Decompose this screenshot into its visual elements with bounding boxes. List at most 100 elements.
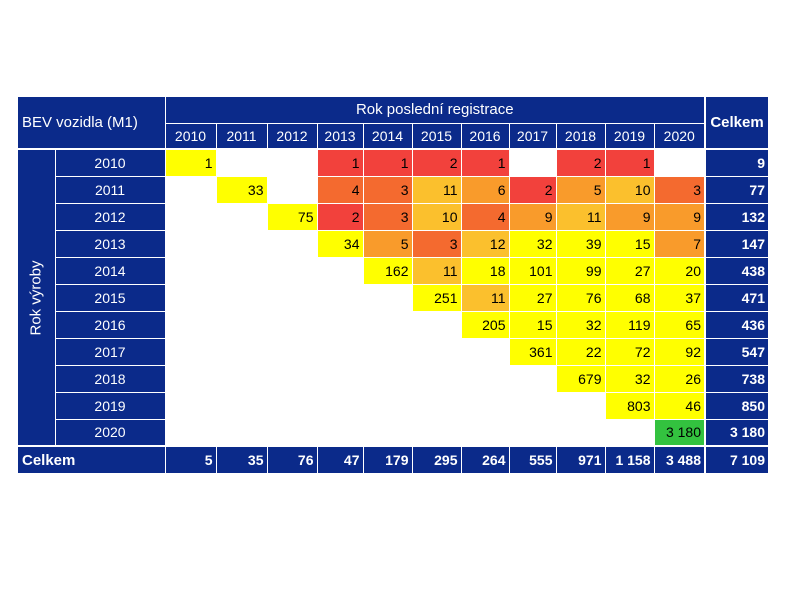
column-total-value: 5 [164,445,216,473]
row-total-value: 3 180 [704,419,768,447]
heatmap-cell: 72 [604,338,654,366]
heatmap-cell: 119 [604,311,654,339]
row-year-label: 2012 [55,203,165,231]
table-row: 2014 162 11 18 101 99 27 20 438 [18,257,768,285]
heatmap-cell: 27 [604,257,654,285]
column-total-value: 1 158 [604,445,654,473]
row-year-label: 2015 [55,284,165,312]
heatmap-cell-empty [316,284,363,312]
column-total-value: 47 [316,445,363,473]
heatmap-cell-empty [215,284,267,312]
heatmap-cell-empty [266,257,317,285]
column-totals-label: Celkem [18,445,165,473]
heatmap-cell: 20 [653,257,705,285]
heatmap-cell: 3 [411,230,461,258]
heatmap-cell-empty [508,149,556,177]
heatmap-cell-empty [215,338,267,366]
table-row: 2016 205 15 32 119 65 436 [18,311,768,339]
heatmap-cell-empty [215,149,267,177]
heatmap-cell: 1 [164,149,216,177]
heatmap-cell: 9 [508,203,556,231]
heatmap-cell: 15 [604,230,654,258]
column-total-value: 76 [266,445,317,473]
heatmap-cell-empty [555,419,605,447]
heatmap-cell-empty [508,392,556,420]
grand-total-value: 7 109 [704,445,768,473]
heatmap-cell: 3 [362,203,412,231]
heatmap-cell-empty [362,311,412,339]
row-total-value: 438 [704,257,768,285]
heatmap-cell-empty [411,392,461,420]
column-year-header: 2014 [362,123,412,150]
heatmap-cell: 39 [555,230,605,258]
column-totals-row: Celkem 5 35 76 47 179 295 264 555 971 1 158 3 488 7… [18,445,768,473]
heatmap-cell-empty [316,365,363,393]
heatmap-cell: 3 180 [653,419,705,447]
row-year-label: 2016 [55,311,165,339]
row-year-label: 2013 [55,230,165,258]
heatmap-cell-empty [508,419,556,447]
heatmap-cell: 679 [555,365,605,393]
heatmap-cell: 1 [604,149,654,177]
table-row: 2011 33 4 3 11 6 2 5 10 3 77 [18,176,768,204]
column-total-value: 971 [555,445,605,473]
table-row: 2019 803 46 850 [18,392,768,420]
column-year-header: 2017 [508,123,556,150]
heatmap-cell: 803 [604,392,654,420]
column-year-header: 2011 [215,123,267,150]
heatmap-cell-empty [362,338,412,366]
heatmap-cell: 2 [555,149,605,177]
heatmap-cell: 26 [653,365,705,393]
heatmap-cell-empty [266,365,317,393]
column-year-header: 2016 [460,123,509,150]
heatmap-cell: 75 [266,203,317,231]
heatmap-cell-empty [362,419,412,447]
heatmap-cell: 92 [653,338,705,366]
column-year-header: 2019 [604,123,654,150]
heatmap-cell: 2 [508,176,556,204]
heatmap-cell-empty [266,311,317,339]
table-row: 2013 34 5 3 12 32 39 15 7 147 [18,230,768,258]
heatmap-cell-empty [164,311,216,339]
heatmap-cell-empty [164,419,216,447]
table-row: 2012 75 2 3 10 4 9 11 9 9 132 [18,203,768,231]
column-year-header: 2010 [164,123,216,150]
heatmap-cell-empty [460,365,509,393]
row-total-value: 547 [704,338,768,366]
heatmap-cell-empty [362,284,412,312]
heatmap-cell: 10 [604,176,654,204]
column-total-value: 179 [362,445,412,473]
heatmap-cell: 32 [604,365,654,393]
heatmap-cell: 3 [653,176,705,204]
table-body: Rok výroby 2010 1 1 1 2 1 2 1 9 2011 33 4 3 11 6 2 5 10 3 77… [18,149,768,447]
table-row: 2020 3 180 3 180 [18,419,768,447]
registration-heatmap-table: BEV vozidla (M1) Rok poslední registrace… [18,97,768,473]
heatmap-cell-empty [164,284,216,312]
heatmap-cell-empty [164,365,216,393]
heatmap-cell: 11 [460,284,509,312]
heatmap-cell: 10 [411,203,461,231]
heatmap-cell: 12 [460,230,509,258]
heatmap-cell-empty [266,392,317,420]
heatmap-cell-empty [215,257,267,285]
row-total-value: 9 [704,149,768,177]
heatmap-cell: 32 [555,311,605,339]
row-total-value: 77 [704,176,768,204]
row-total-value: 147 [704,230,768,258]
row-year-label: 2018 [55,365,165,393]
row-total-value: 850 [704,392,768,420]
heatmap-cell: 34 [316,230,363,258]
heatmap-cell-empty [164,338,216,366]
column-total-value: 264 [460,445,509,473]
column-axis-title: Rok poslední registrace [165,97,705,124]
row-total-header: Celkem [704,97,768,150]
heatmap-cell-empty [362,365,412,393]
heatmap-cell-empty [411,419,461,447]
heatmap-cell: 162 [362,257,412,285]
heatmap-cell-empty [316,392,363,420]
heatmap-cell-empty [164,392,216,420]
heatmap-cell: 33 [215,176,267,204]
heatmap-cell-empty [266,230,317,258]
heatmap-cell-empty [316,419,363,447]
heatmap-cell: 65 [653,311,705,339]
